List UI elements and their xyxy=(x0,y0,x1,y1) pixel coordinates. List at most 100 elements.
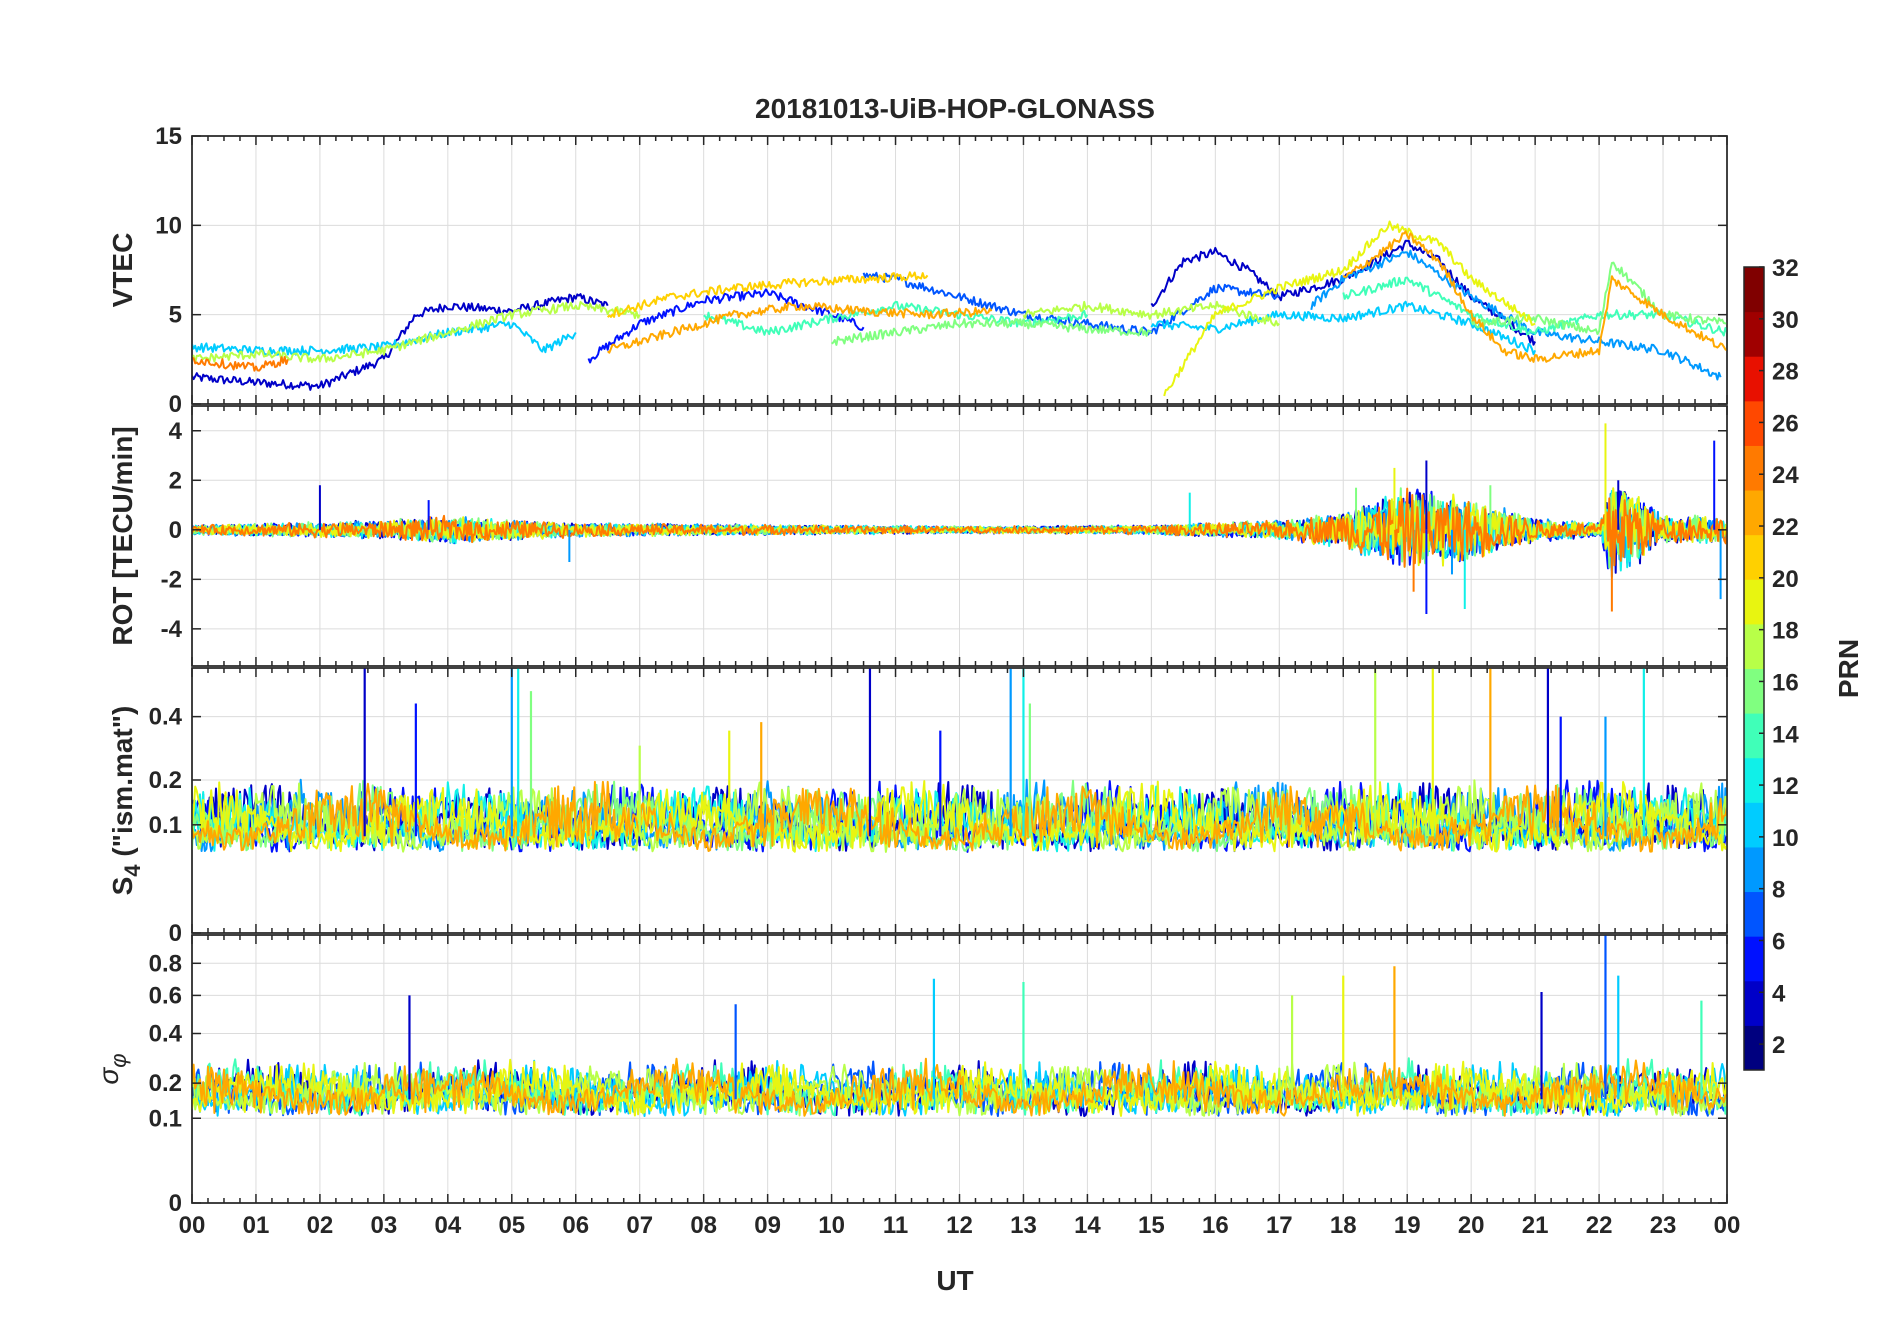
colorbar-tick-label: 18 xyxy=(1772,618,1799,645)
colorbar-tick-label: 16 xyxy=(1772,669,1799,696)
x-tick-label: 13 xyxy=(1010,1212,1037,1239)
x-tick-label: 05 xyxy=(498,1212,525,1239)
chart-title: 20181013-UiB-HOP-GLONASS xyxy=(755,93,1155,124)
colorbar-segment xyxy=(1744,400,1764,446)
y-tick-label: 0.2 xyxy=(149,767,182,794)
y-tick-label: 0 xyxy=(169,1190,182,1217)
y-tick-label: 10 xyxy=(155,212,182,239)
x-tick-label: 02 xyxy=(307,1212,334,1239)
colorbar-tick-label: 14 xyxy=(1772,721,1799,748)
colorbar-tick-label: 10 xyxy=(1772,825,1799,852)
colorbar-tick-label: 12 xyxy=(1772,773,1799,800)
x-tick-label: 07 xyxy=(626,1212,653,1239)
colorbar-segment xyxy=(1744,534,1764,580)
x-tick-label: 18 xyxy=(1330,1212,1357,1239)
vtec-series-prn-23 xyxy=(1342,230,1727,363)
x-tick-label: 21 xyxy=(1522,1212,1549,1239)
colorbar-tick-label: 2 xyxy=(1772,1032,1785,1059)
colorbar-tick-label: 4 xyxy=(1772,980,1786,1007)
vtec-series-prn-24 xyxy=(192,356,289,372)
vtec-series-prn-22 xyxy=(607,301,993,354)
colorbar-tick-label: 24 xyxy=(1772,462,1799,489)
colorbar-segment xyxy=(1744,267,1764,313)
vtec-series-prn-10 xyxy=(192,320,577,356)
panel-1-traces xyxy=(192,220,1727,397)
colorbar-segment xyxy=(1744,713,1764,759)
colorbar-tick-label: 20 xyxy=(1772,566,1799,593)
x-tick-label: 00 xyxy=(179,1212,206,1239)
colorbar-segment xyxy=(1744,311,1764,357)
colorbar-segment xyxy=(1744,668,1764,714)
colorbar-tick-label: 8 xyxy=(1772,877,1785,904)
colorbar-segment xyxy=(1744,1025,1764,1071)
x-tick-label: 01 xyxy=(243,1212,270,1239)
colorbar-segment xyxy=(1744,623,1764,669)
y-tick-label: 0 xyxy=(169,920,182,947)
vtec-series-prn-15 xyxy=(1470,261,1727,335)
y-tick-label: 0.2 xyxy=(149,1070,182,1097)
y-tick-label: 15 xyxy=(155,123,182,150)
x-tick-label: 15 xyxy=(1138,1212,1165,1239)
x-tick-label: 22 xyxy=(1586,1212,1613,1239)
vtec-series-prn-11 xyxy=(1150,300,1537,356)
colorbar-tick-label: 32 xyxy=(1772,255,1799,282)
y-tick-label: 0.4 xyxy=(149,1021,183,1048)
y-tick-label: -2 xyxy=(161,566,182,593)
vtec-series-prn-21 xyxy=(606,271,929,318)
x-tick-label: 16 xyxy=(1202,1212,1229,1239)
colorbar-segment xyxy=(1744,757,1764,803)
y-tick-label: 0 xyxy=(169,391,182,418)
y-tick-label: 4 xyxy=(169,418,183,445)
x-tick-label: 17 xyxy=(1266,1212,1293,1239)
x-tick-label: 09 xyxy=(754,1212,781,1239)
colorbar-tick-label: 22 xyxy=(1772,514,1799,541)
panel-1-y-label: VTEC xyxy=(107,233,138,308)
colorbar-tick-label: 28 xyxy=(1772,359,1799,386)
colorbar-segment xyxy=(1744,891,1764,937)
panel-3-y-label: S4 ("ism.mat") xyxy=(107,706,145,896)
colorbar-segment xyxy=(1744,579,1764,625)
colorbar-segment xyxy=(1744,846,1764,893)
y-tick-label: 0.8 xyxy=(149,950,182,977)
colorbar-tick-label: 30 xyxy=(1772,307,1799,334)
panel-3: 0 0.1 0.2 0.4S4 ("ism.mat") xyxy=(107,667,1728,947)
panel-2: -4 -2 0 2 4 ROT [TECU/min] xyxy=(107,405,1728,667)
colorbar-label: PRN xyxy=(1833,639,1864,698)
rot-series-prn-24 xyxy=(192,487,1727,568)
x-tick-label: 23 xyxy=(1650,1212,1677,1239)
colorbar-segment xyxy=(1744,490,1764,536)
x-tick-label: 14 xyxy=(1074,1212,1101,1239)
x-tick-label: 06 xyxy=(562,1212,589,1239)
y-tick-label: 0.1 xyxy=(149,1105,182,1132)
x-tick-label: 10 xyxy=(818,1212,845,1239)
y-tick-label: 0.6 xyxy=(149,982,182,1009)
panel-2-traces xyxy=(192,423,1727,614)
panel-1: 0 5 10 15 VTEC xyxy=(107,123,1728,418)
rot-series-prn-20 xyxy=(192,487,1727,567)
colorbar-segment xyxy=(1744,802,1764,848)
y-tick-label: 0.4 xyxy=(149,704,183,731)
x-tick-label: 00 xyxy=(1714,1212,1741,1239)
y-tick-label: 0 xyxy=(169,517,182,544)
panel-3-traces xyxy=(192,668,1727,853)
x-tick-label: 11 xyxy=(883,1212,908,1239)
colorbar-segment xyxy=(1744,356,1764,402)
panel-4-traces xyxy=(192,935,1727,1118)
vtec-series-prn-18 xyxy=(1022,300,1281,327)
vtec-series-prn-16 xyxy=(831,318,1152,346)
sigma-phi-series-prn-20 xyxy=(192,1058,1727,1117)
y-tick-label: 0.1 xyxy=(149,812,182,839)
sigma-phi-series-prn-23 xyxy=(192,1057,1727,1117)
x-tick-label: 19 xyxy=(1394,1212,1421,1239)
colorbar-tick-label: 6 xyxy=(1772,928,1785,955)
s4-series-prn-23 xyxy=(192,780,1727,853)
x-axis-label: UT xyxy=(936,1265,973,1296)
y-tick-label: 2 xyxy=(169,467,182,494)
x-tick-label: 12 xyxy=(946,1212,973,1239)
panel-4: 0 0.1 0.2 0.4 0.6 0.8 σφ xyxy=(93,934,1728,1217)
x-tick-label: 20 xyxy=(1458,1212,1485,1239)
